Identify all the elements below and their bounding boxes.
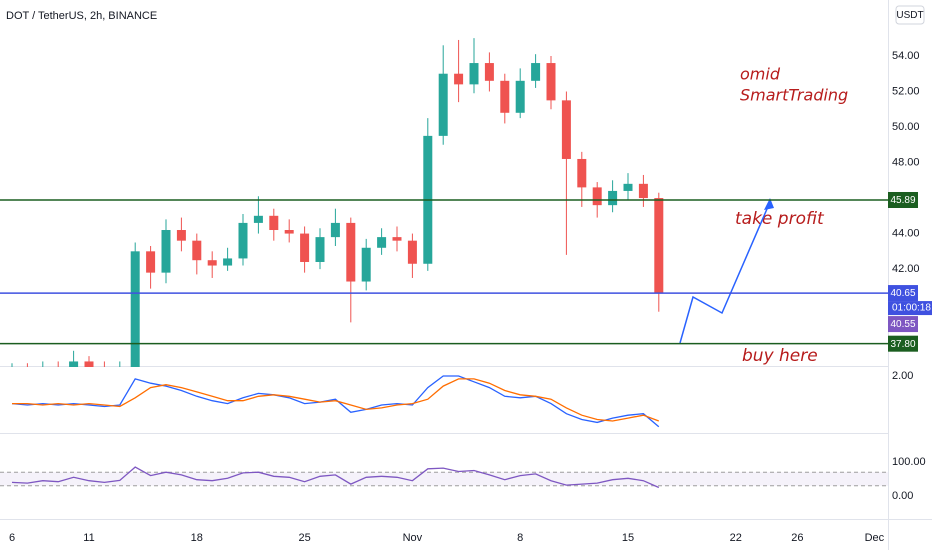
x-tick-label: 11	[83, 532, 94, 544]
candle-body	[561, 100, 571, 159]
candle-body	[192, 240, 202, 261]
candle-body	[300, 233, 310, 262]
annotation-author: omid	[740, 65, 781, 84]
candle-body	[284, 230, 294, 234]
rsi-tick-label: 0.00	[892, 490, 913, 502]
candle-body	[469, 63, 479, 85]
candle-body	[253, 215, 263, 223]
level-label: 37.80	[890, 339, 915, 350]
candle-body	[546, 63, 556, 101]
candle-body	[69, 361, 79, 371]
candle-body	[161, 230, 171, 273]
annotation-target: take profit	[735, 209, 825, 229]
candle-body	[269, 215, 279, 231]
candle-body	[638, 183, 648, 199]
x-tick-label: 22	[730, 532, 742, 544]
candle-body	[315, 237, 325, 262]
currency-button[interactable]	[895, 5, 925, 25]
countdown: 01:00:18	[892, 303, 931, 314]
candle-body	[500, 80, 510, 113]
pane-mask	[0, 367, 888, 433]
candle-body	[608, 190, 618, 206]
x-tick-label: 18	[191, 532, 203, 544]
macd-tick-label: 2.00	[892, 370, 913, 382]
level-label: 40.65	[890, 288, 915, 299]
candle-body	[531, 63, 541, 81]
currency-label: USDT	[896, 10, 923, 21]
level-label-box	[888, 335, 918, 352]
candle-body	[238, 222, 248, 259]
candle-body	[176, 230, 186, 241]
candle-body	[130, 251, 140, 369]
symbol-title: DOT / TetherUS, 2h, BINANCE	[6, 10, 157, 22]
macd-line	[11, 375, 660, 428]
rsi-band	[0, 472, 888, 486]
y-tick-label: 50.00	[892, 121, 920, 133]
x-tick-label: Dec	[865, 532, 885, 544]
countdown-box	[888, 301, 932, 316]
candle-body	[438, 73, 448, 136]
candle-body	[207, 260, 217, 266]
candle-body	[392, 237, 402, 241]
y-tick-label: 52.00	[892, 85, 920, 97]
candle-body	[623, 183, 633, 191]
candle-body	[454, 73, 464, 85]
x-tick-label: 15	[622, 532, 634, 544]
candle-body	[146, 251, 156, 273]
candle-body	[484, 63, 494, 81]
level-label-box	[888, 285, 918, 302]
level-label: 45.89	[890, 195, 915, 206]
projection-arrow	[679, 201, 771, 344]
candle-body	[592, 187, 602, 206]
arrow-head	[764, 198, 774, 210]
y-tick-label: 42.00	[892, 263, 920, 275]
candle-body	[377, 237, 387, 248]
candle-body	[346, 222, 356, 282]
candle-body	[361, 247, 371, 282]
x-tick-label: Nov	[403, 532, 423, 544]
candle-body	[330, 222, 340, 238]
last-price-box	[888, 316, 918, 333]
macd-line	[12, 378, 660, 422]
last-price-label: 40.55	[890, 319, 915, 330]
x-tick-label: 25	[298, 532, 310, 544]
rsi-tick-label: 100.00	[892, 456, 926, 468]
x-tick-label: 6	[9, 532, 15, 544]
y-tick-label: 44.00	[892, 227, 920, 239]
candle-body	[223, 258, 233, 266]
annotation-entry: buy here	[742, 346, 818, 366]
x-tick-label: 8	[517, 532, 523, 544]
x-tick-label: 26	[791, 532, 803, 544]
candle-body	[84, 361, 94, 369]
y-tick-label: 48.00	[892, 156, 920, 168]
level-label-box	[888, 191, 918, 208]
candle-body	[654, 198, 664, 294]
candle-body	[407, 240, 417, 264]
rsi-line	[11, 466, 660, 489]
candle-body	[515, 80, 525, 113]
candle-body	[577, 158, 587, 188]
annotation-author: SmartTrading	[740, 86, 848, 105]
y-tick-label: 54.00	[892, 50, 920, 62]
